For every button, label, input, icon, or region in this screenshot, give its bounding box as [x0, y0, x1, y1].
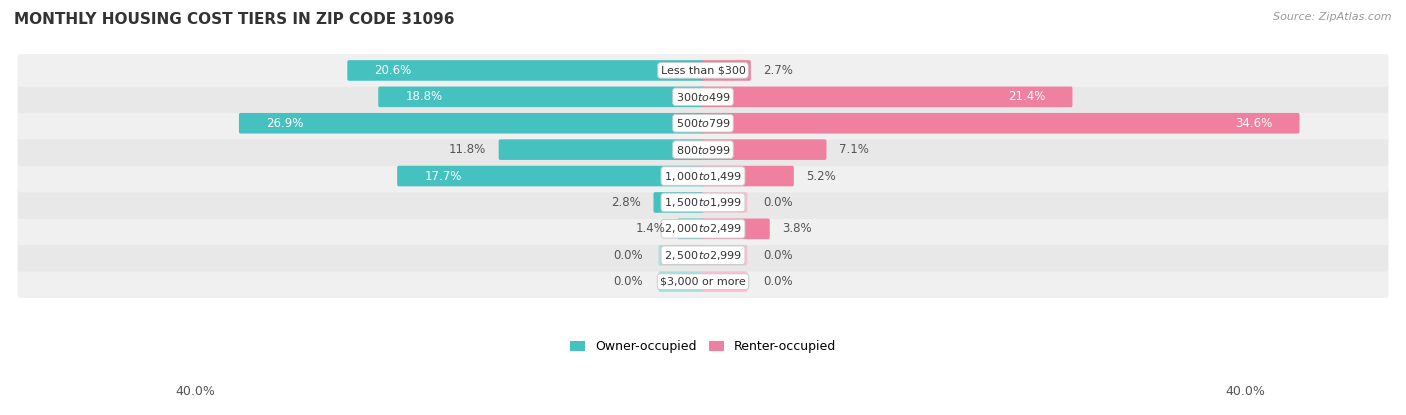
FancyBboxPatch shape — [678, 219, 704, 239]
FancyBboxPatch shape — [347, 60, 704, 81]
Text: $1,500 to $1,999: $1,500 to $1,999 — [664, 196, 742, 209]
FancyBboxPatch shape — [18, 107, 1388, 139]
Text: $300 to $499: $300 to $499 — [675, 91, 731, 103]
FancyBboxPatch shape — [702, 139, 827, 160]
Text: 40.0%: 40.0% — [1226, 386, 1265, 398]
FancyBboxPatch shape — [499, 139, 704, 160]
Text: $2,500 to $2,999: $2,500 to $2,999 — [664, 249, 742, 262]
Text: 40.0%: 40.0% — [176, 386, 215, 398]
Text: 0.0%: 0.0% — [763, 196, 793, 209]
FancyBboxPatch shape — [702, 87, 1073, 107]
FancyBboxPatch shape — [658, 245, 704, 266]
Text: 34.6%: 34.6% — [1234, 117, 1272, 130]
Text: 18.8%: 18.8% — [405, 90, 443, 103]
Legend: Owner-occupied, Renter-occupied: Owner-occupied, Renter-occupied — [569, 340, 837, 354]
Text: $800 to $999: $800 to $999 — [675, 144, 731, 156]
Text: 2.8%: 2.8% — [612, 196, 641, 209]
Text: Source: ZipAtlas.com: Source: ZipAtlas.com — [1274, 12, 1392, 22]
FancyBboxPatch shape — [18, 212, 1388, 245]
Text: $500 to $799: $500 to $799 — [675, 117, 731, 129]
FancyBboxPatch shape — [18, 239, 1388, 271]
Text: Less than $300: Less than $300 — [661, 66, 745, 76]
Text: $2,000 to $2,499: $2,000 to $2,499 — [664, 222, 742, 235]
FancyBboxPatch shape — [702, 113, 1299, 134]
FancyBboxPatch shape — [18, 81, 1388, 113]
Text: 17.7%: 17.7% — [425, 170, 461, 183]
FancyBboxPatch shape — [18, 133, 1388, 166]
Text: 26.9%: 26.9% — [266, 117, 304, 130]
FancyBboxPatch shape — [18, 186, 1388, 219]
FancyBboxPatch shape — [378, 87, 704, 107]
Text: 0.0%: 0.0% — [613, 249, 643, 262]
FancyBboxPatch shape — [702, 192, 748, 213]
Text: 5.2%: 5.2% — [806, 170, 837, 183]
Text: 7.1%: 7.1% — [839, 143, 869, 156]
Text: 21.4%: 21.4% — [1008, 90, 1045, 103]
Text: $1,000 to $1,499: $1,000 to $1,499 — [664, 170, 742, 183]
FancyBboxPatch shape — [18, 265, 1388, 298]
Text: 1.4%: 1.4% — [636, 222, 665, 235]
Text: 0.0%: 0.0% — [613, 275, 643, 288]
FancyBboxPatch shape — [702, 166, 794, 186]
FancyBboxPatch shape — [18, 160, 1388, 193]
FancyBboxPatch shape — [702, 271, 748, 292]
Text: 20.6%: 20.6% — [374, 64, 412, 77]
Text: 2.7%: 2.7% — [763, 64, 793, 77]
FancyBboxPatch shape — [654, 192, 704, 213]
FancyBboxPatch shape — [658, 271, 704, 292]
FancyBboxPatch shape — [396, 166, 704, 186]
Text: 0.0%: 0.0% — [763, 249, 793, 262]
Text: $3,000 or more: $3,000 or more — [661, 277, 745, 287]
FancyBboxPatch shape — [702, 219, 769, 239]
Text: 3.8%: 3.8% — [782, 222, 811, 235]
FancyBboxPatch shape — [702, 60, 751, 81]
FancyBboxPatch shape — [18, 54, 1388, 87]
Text: MONTHLY HOUSING COST TIERS IN ZIP CODE 31096: MONTHLY HOUSING COST TIERS IN ZIP CODE 3… — [14, 12, 454, 27]
FancyBboxPatch shape — [702, 245, 748, 266]
Text: 11.8%: 11.8% — [449, 143, 486, 156]
FancyBboxPatch shape — [239, 113, 704, 134]
Text: 0.0%: 0.0% — [763, 275, 793, 288]
